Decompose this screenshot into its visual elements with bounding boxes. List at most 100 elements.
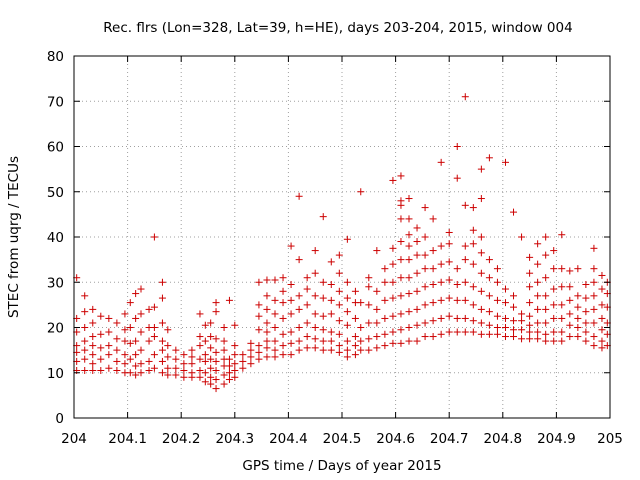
data-point bbox=[207, 333, 215, 341]
data-point bbox=[121, 310, 129, 318]
data-point bbox=[526, 335, 534, 343]
data-point bbox=[365, 319, 373, 327]
data-point bbox=[413, 321, 421, 329]
data-point bbox=[132, 314, 140, 322]
data-point bbox=[421, 333, 429, 341]
data-point bbox=[405, 256, 413, 264]
data-point bbox=[212, 348, 220, 356]
data-point bbox=[311, 269, 319, 277]
data-point bbox=[493, 265, 501, 273]
data-point bbox=[335, 348, 343, 356]
data-point bbox=[493, 278, 501, 286]
data-point bbox=[287, 242, 295, 250]
data-point bbox=[437, 260, 445, 268]
data-point bbox=[188, 360, 196, 368]
data-point bbox=[319, 278, 327, 286]
data-point bbox=[477, 287, 485, 295]
data-point bbox=[279, 330, 287, 338]
data-point bbox=[389, 339, 397, 347]
data-point bbox=[164, 371, 172, 379]
data-point bbox=[263, 276, 271, 284]
data-point bbox=[137, 328, 145, 336]
data-point bbox=[365, 346, 373, 354]
data-point bbox=[105, 364, 113, 372]
data-point bbox=[373, 287, 381, 295]
data-point bbox=[510, 333, 518, 341]
data-point bbox=[343, 321, 351, 329]
data-point bbox=[582, 328, 590, 336]
data-point bbox=[574, 303, 582, 311]
data-point bbox=[126, 339, 134, 347]
data-point bbox=[81, 366, 89, 374]
data-point bbox=[319, 294, 327, 302]
data-point bbox=[263, 319, 271, 327]
x-tick-label: 204.6 bbox=[376, 431, 415, 447]
data-point bbox=[239, 364, 247, 372]
data-point bbox=[365, 301, 373, 309]
data-point bbox=[180, 373, 188, 381]
data-point bbox=[429, 281, 437, 289]
data-point bbox=[212, 299, 220, 307]
data-point bbox=[397, 326, 405, 334]
data-point bbox=[295, 346, 303, 354]
data-point bbox=[164, 364, 172, 372]
data-point bbox=[207, 344, 215, 352]
data-point bbox=[212, 385, 220, 393]
data-point bbox=[150, 364, 158, 372]
data-point bbox=[437, 314, 445, 322]
data-point bbox=[150, 351, 158, 359]
data-point bbox=[590, 278, 598, 286]
x-tick-label: 204.1 bbox=[108, 431, 147, 447]
data-point bbox=[389, 176, 397, 184]
data-point bbox=[81, 308, 89, 316]
data-point bbox=[201, 357, 209, 365]
data-point bbox=[397, 238, 405, 246]
data-point bbox=[566, 333, 574, 341]
data-point bbox=[397, 310, 405, 318]
data-point bbox=[255, 326, 263, 334]
data-point bbox=[132, 337, 140, 345]
data-point bbox=[389, 278, 397, 286]
data-point bbox=[437, 242, 445, 250]
data-point bbox=[81, 355, 89, 363]
data-point bbox=[335, 342, 343, 350]
data-point bbox=[510, 326, 518, 334]
data-point bbox=[413, 269, 421, 277]
data-point bbox=[145, 357, 153, 365]
data-point bbox=[158, 357, 166, 365]
data-point bbox=[287, 328, 295, 336]
data-point bbox=[405, 308, 413, 316]
data-point bbox=[212, 335, 220, 343]
data-point bbox=[397, 274, 405, 282]
y-tick-label: 40 bbox=[47, 230, 64, 246]
data-point bbox=[225, 362, 233, 370]
data-point bbox=[574, 333, 582, 341]
data-point bbox=[201, 369, 209, 377]
data-point bbox=[132, 362, 140, 370]
data-point bbox=[279, 287, 287, 295]
data-point bbox=[405, 324, 413, 331]
data-point bbox=[445, 294, 453, 302]
data-point bbox=[582, 319, 590, 327]
data-point bbox=[327, 346, 335, 354]
data-point bbox=[97, 366, 105, 374]
data-point bbox=[121, 351, 129, 359]
data-point bbox=[558, 265, 566, 273]
data-point bbox=[335, 287, 343, 295]
data-point bbox=[231, 366, 239, 374]
data-point bbox=[132, 290, 140, 298]
data-point bbox=[413, 224, 421, 232]
data-point bbox=[311, 292, 319, 300]
data-point bbox=[477, 195, 485, 203]
data-point bbox=[303, 285, 311, 293]
chart-title: Rec. flrs (Lon=328, Lat=39, h=HE), days … bbox=[103, 20, 572, 36]
data-point bbox=[397, 172, 405, 180]
data-point bbox=[469, 328, 477, 336]
data-point bbox=[225, 376, 233, 384]
data-point bbox=[445, 258, 453, 266]
x-tick-label: 205 bbox=[597, 431, 623, 447]
data-point bbox=[357, 337, 365, 345]
data-point bbox=[105, 351, 113, 359]
data-point bbox=[397, 215, 405, 223]
data-point bbox=[582, 337, 590, 345]
